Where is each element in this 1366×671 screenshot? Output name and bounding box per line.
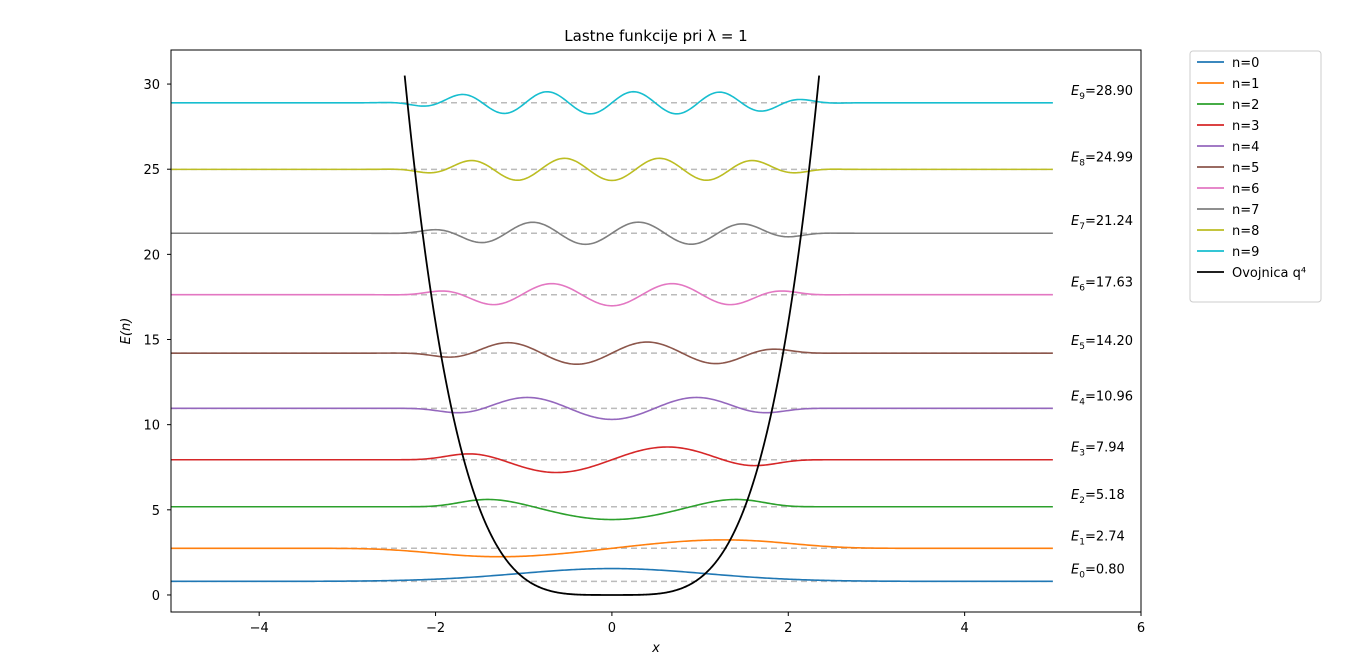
energy-labels: E0=0.80 E1=2.74 E2=5.18 E3=7.94 E4=10.96 E5=1… [1071,84,1133,581]
y-tick-label: 10 [143,419,160,434]
energy-label-n3: E3=7.94 [1071,441,1125,459]
y-tick-label: 5 [152,504,160,519]
y-tick-label: 0 [152,589,160,604]
series-line-n2 [171,498,1053,521]
y-tick-label: 15 [143,334,160,349]
x-axis-title: x [651,641,660,656]
energy-label-n5: E5=14.20 [1071,334,1133,352]
series-line-n8 [171,157,1053,182]
x-tick-label: −4 [250,621,269,636]
x-tick-label: 2 [784,621,792,636]
series-line-n4 [171,396,1053,421]
x-tick-label: 0 [608,621,616,636]
legend-item-n7: n=7 [1232,203,1259,218]
legend-item-n9: n=9 [1232,245,1259,260]
series-line-n1 [171,539,1053,558]
eigenfunction-curves [171,90,1053,583]
y-tick-label: 25 [143,163,160,178]
energy-label-n4: E4=10.96 [1071,389,1133,407]
x-tick-label: 6 [1137,621,1145,636]
legend-item-n4: n=4 [1232,140,1259,155]
legend-item-n2: n=2 [1232,98,1259,113]
y-tick-label: 30 [143,78,160,93]
chart-title: Lastne funkcije pri λ = 1 [564,27,747,45]
series-line-n7 [171,221,1053,246]
x-axis: −4 −2 0 2 4 6 [250,612,1145,636]
legend-frame [1189,50,1322,303]
series-line-n3 [171,446,1053,474]
legend-item-n1: n=1 [1232,77,1259,92]
energy-label-n2: E2=5.18 [1071,488,1125,506]
y-axis-title: E(n) [119,318,134,345]
legend-item-n6: n=6 [1232,182,1259,197]
energy-label-n6: E6=17.63 [1071,276,1133,294]
legend-item-envelope: Ovojnica q⁴ [1232,266,1306,281]
legend-item-n8: n=8 [1232,224,1259,239]
y-tick-label: 20 [143,248,160,263]
series-line-n0 [171,567,1053,583]
energy-label-n7: E7=21.24 [1071,214,1133,232]
legend-item-n0: n=0 [1232,56,1259,71]
y-axis: 0 5 10 15 20 25 30 [143,78,171,604]
legend-item-n3: n=3 [1232,119,1259,134]
envelope-curve [403,75,821,596]
energy-label-n9: E9=28.90 [1071,84,1133,102]
series-line-n5 [171,341,1053,366]
legend-item-n5: n=5 [1232,161,1259,176]
x-tick-label: 4 [960,621,968,636]
x-tick-label: −2 [426,621,445,636]
energy-label-n1: E1=2.74 [1071,529,1125,547]
energy-label-n0: E0=0.80 [1071,562,1125,580]
series-line-n6 [171,282,1053,307]
envelope-line [403,75,821,596]
series-line-n9 [171,90,1053,115]
plot-frame [170,49,1142,613]
energy-levels [171,102,1053,583]
legend: n=0 n=1 n=2 n=3 n=4 n=5 n=6 n=7 n=8 n=9 Ovojnica q… [1189,50,1322,303]
energy-label-n8: E8=24.99 [1071,150,1133,168]
